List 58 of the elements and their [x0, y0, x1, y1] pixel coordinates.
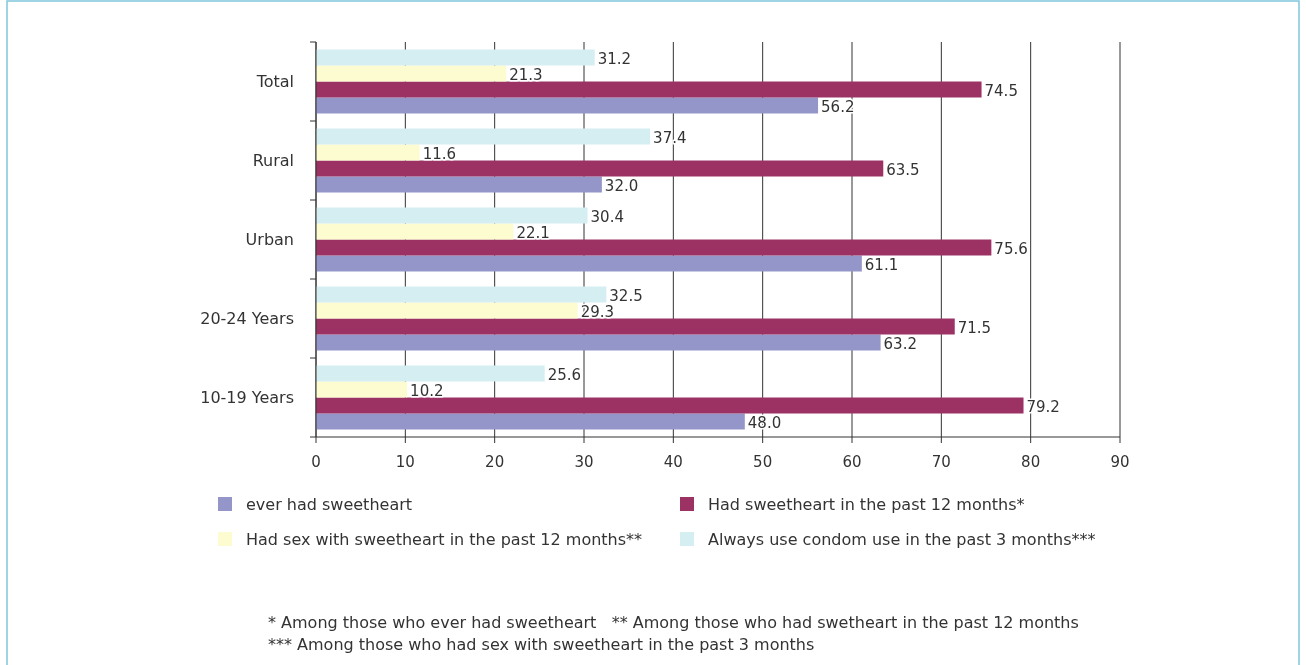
- bar: [316, 207, 588, 224]
- bar: [316, 160, 884, 177]
- data-label: 61.1: [864, 255, 899, 274]
- bar: [316, 381, 408, 398]
- x-tick-label: 0: [311, 453, 321, 471]
- y-tick-label: Rural: [252, 150, 294, 170]
- x-tick-label: 90: [1110, 453, 1130, 471]
- data-label: 25.6: [547, 365, 582, 384]
- y-tick-label: Urban: [245, 229, 294, 249]
- bar: [316, 49, 595, 66]
- data-label: 32.0: [604, 176, 639, 195]
- y-tick-label: 20-24 Years: [200, 308, 294, 328]
- data-label: 31.2: [597, 49, 632, 68]
- bar: [316, 128, 651, 145]
- data-label: 10.2: [410, 381, 444, 400]
- data-label: 29.3: [580, 302, 615, 321]
- bar: [316, 176, 602, 193]
- data-label: 56.2: [821, 97, 855, 116]
- data-label: 71.5: [957, 318, 992, 337]
- legend-label: ever had sweetheart: [246, 495, 413, 514]
- x-tick-label: 20: [485, 453, 505, 471]
- bar: [316, 365, 545, 382]
- bar: [316, 397, 1024, 414]
- data-label: 74.5: [984, 81, 1018, 100]
- bar: [316, 413, 745, 430]
- x-tick-label: 10: [395, 453, 415, 471]
- x-tick-label: 40: [663, 453, 683, 471]
- legend-label: Had sex with sweetheart in the past 12 months**: [246, 530, 643, 549]
- data-label: 32.5: [609, 286, 643, 305]
- bar: [316, 239, 992, 256]
- x-tick-label: 30: [574, 453, 594, 471]
- bar: [316, 65, 507, 82]
- bar: [316, 255, 862, 272]
- legend-label: Had sweetheart in the past 12 months*: [708, 495, 1025, 514]
- y-tick-label: 10-19 Years: [200, 387, 294, 407]
- data-label: 21.3: [509, 65, 543, 84]
- bar: [316, 286, 607, 303]
- bar: [316, 97, 819, 114]
- data-label: 75.6: [994, 239, 1028, 258]
- data-label: 30.4: [590, 207, 624, 226]
- y-tick-label: Total: [255, 71, 294, 91]
- bar: [316, 334, 881, 351]
- data-label: 11.6: [422, 144, 457, 163]
- bar: [316, 81, 982, 98]
- bar: [316, 302, 578, 319]
- text: * Among those who ever had sweetheart ** Among those who had swetheart in the past 12 months: [268, 613, 1079, 632]
- bar: [316, 318, 955, 335]
- x-tick-label: 70: [931, 453, 951, 471]
- legend-label: Always use condom use in the past 3 months***: [708, 530, 1096, 549]
- x-tick-label: 80: [1021, 453, 1041, 471]
- data-label: 22.1: [516, 223, 550, 242]
- text: *** Among those who had sex with sweetheart in the past 3 months: [268, 635, 815, 654]
- x-tick-label: 50: [753, 453, 773, 471]
- data-label: 63.2: [883, 334, 917, 353]
- data-label: 63.5: [886, 160, 920, 179]
- bar: [316, 223, 514, 240]
- bar: [316, 144, 420, 161]
- x-tick-label: 60: [842, 453, 862, 471]
